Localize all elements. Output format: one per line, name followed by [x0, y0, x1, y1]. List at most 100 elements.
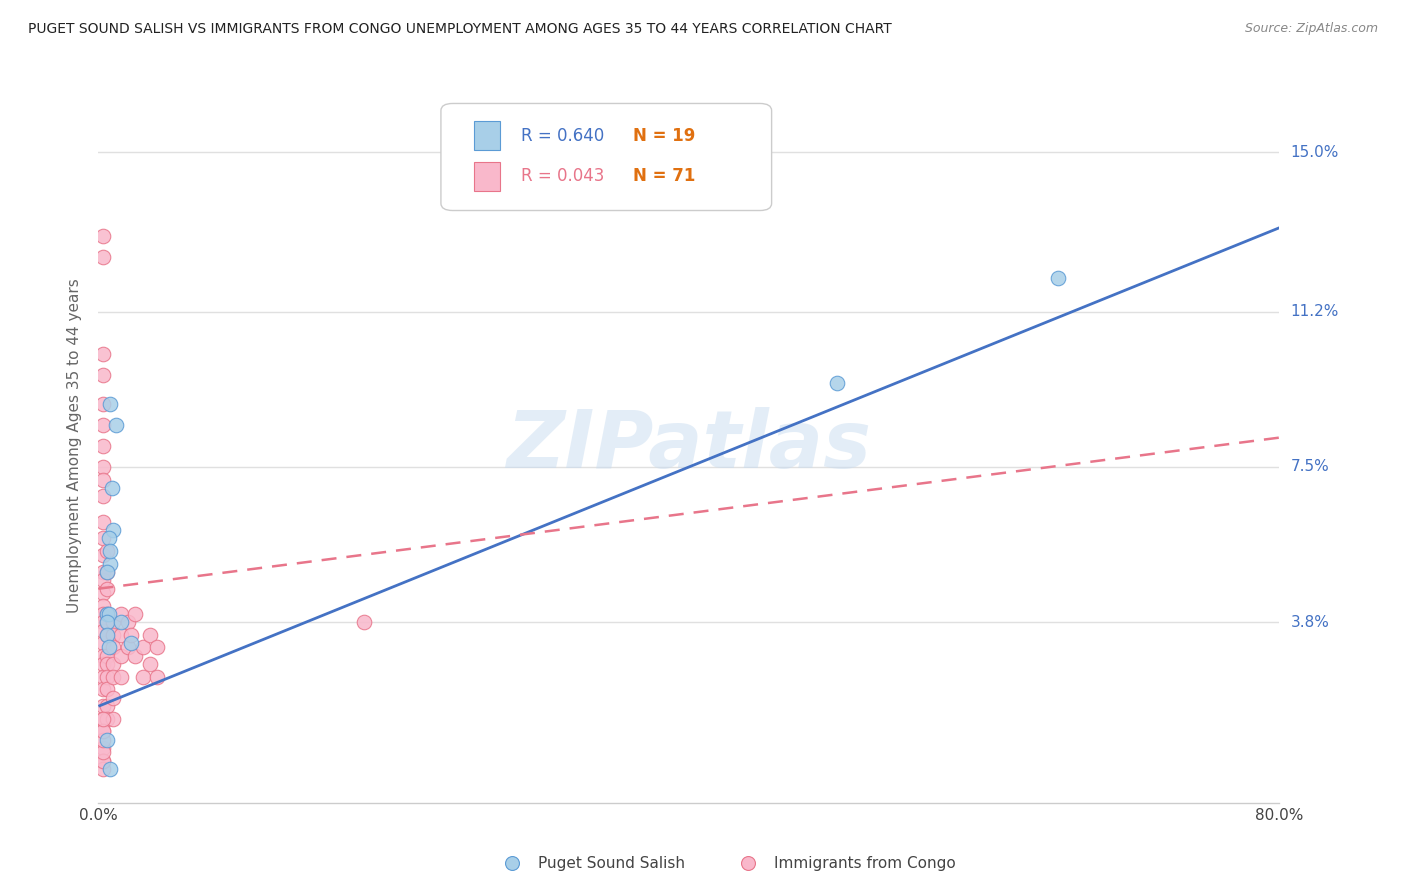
Point	[110, 607, 132, 621]
Point	[91, 712, 114, 726]
Point	[91, 250, 114, 264]
Point	[96, 615, 118, 630]
Point	[100, 481, 122, 495]
Text: R = 0.640: R = 0.640	[522, 127, 605, 145]
Point	[91, 346, 114, 360]
Text: Source: ZipAtlas.com: Source: ZipAtlas.com	[1244, 22, 1378, 36]
Point	[91, 746, 114, 760]
Point	[91, 397, 114, 411]
Point	[146, 640, 169, 655]
Point	[91, 732, 114, 747]
Point	[91, 439, 114, 453]
FancyBboxPatch shape	[474, 162, 501, 191]
Point	[96, 607, 118, 621]
Point	[91, 515, 114, 529]
Point	[103, 628, 125, 642]
Point	[91, 460, 114, 475]
Point	[96, 565, 118, 579]
Text: 7.5%: 7.5%	[1291, 459, 1329, 475]
Point	[91, 565, 114, 579]
Point	[96, 565, 118, 579]
Point	[110, 648, 132, 663]
Point	[110, 628, 132, 642]
Point	[146, 670, 169, 684]
Text: ZIPatlas: ZIPatlas	[506, 407, 872, 485]
Point	[91, 754, 114, 768]
Point	[91, 489, 114, 503]
Point	[91, 712, 114, 726]
Y-axis label: Unemployment Among Ages 35 to 44 years: Unemployment Among Ages 35 to 44 years	[67, 278, 83, 614]
Point	[91, 724, 114, 739]
Point	[124, 648, 146, 663]
Point	[97, 607, 120, 621]
Point	[96, 648, 118, 663]
Point	[91, 599, 114, 613]
Text: N = 19: N = 19	[634, 127, 696, 145]
Point	[110, 615, 132, 630]
Point	[91, 670, 114, 684]
Point	[105, 417, 128, 432]
Point	[96, 732, 118, 747]
Point	[96, 670, 118, 684]
Point	[132, 640, 155, 655]
Point	[91, 586, 114, 600]
Point	[98, 544, 121, 558]
Point	[98, 762, 121, 776]
Text: Immigrants from Congo: Immigrants from Congo	[773, 856, 956, 871]
Point	[117, 640, 139, 655]
Point	[353, 615, 375, 630]
Text: PUGET SOUND SALISH VS IMMIGRANTS FROM CONGO UNEMPLOYMENT AMONG AGES 35 TO 44 YEA: PUGET SOUND SALISH VS IMMIGRANTS FROM CO…	[28, 22, 891, 37]
Text: 11.2%: 11.2%	[1291, 304, 1339, 319]
FancyBboxPatch shape	[441, 103, 772, 211]
Point	[1046, 271, 1069, 285]
Text: R = 0.043: R = 0.043	[522, 168, 605, 186]
Point	[124, 607, 146, 621]
Point	[139, 628, 162, 642]
Point	[91, 648, 114, 663]
Text: 3.8%: 3.8%	[1291, 615, 1330, 630]
Point	[103, 670, 125, 684]
Point	[91, 417, 114, 432]
Point	[91, 548, 114, 562]
Point	[91, 473, 114, 487]
Point	[96, 582, 118, 596]
Point	[91, 607, 114, 621]
Point	[91, 615, 114, 630]
Point	[91, 574, 114, 588]
Point	[120, 636, 142, 650]
Point	[91, 624, 114, 638]
Point	[91, 754, 114, 768]
Point	[98, 557, 121, 571]
Point	[96, 544, 118, 558]
Point	[103, 640, 125, 655]
Point	[96, 607, 118, 621]
Point	[97, 640, 120, 655]
Point	[825, 376, 848, 390]
Text: N = 71: N = 71	[634, 168, 696, 186]
Point	[98, 397, 121, 411]
Point	[97, 532, 120, 546]
Point	[103, 690, 125, 705]
Point	[103, 615, 125, 630]
Point	[103, 657, 125, 672]
Point	[96, 615, 118, 630]
Text: 15.0%: 15.0%	[1291, 145, 1339, 160]
Point	[91, 741, 114, 756]
Point	[91, 532, 114, 546]
Point	[96, 628, 118, 642]
Text: Puget Sound Salish: Puget Sound Salish	[537, 856, 685, 871]
Point	[91, 699, 114, 714]
Point	[120, 628, 142, 642]
Point	[96, 657, 118, 672]
Point	[91, 229, 114, 244]
Point	[91, 682, 114, 697]
Point	[110, 670, 132, 684]
Point	[91, 368, 114, 382]
FancyBboxPatch shape	[474, 121, 501, 150]
Point	[91, 724, 114, 739]
Point	[91, 762, 114, 776]
Point	[96, 712, 118, 726]
Point	[132, 670, 155, 684]
Point	[96, 682, 118, 697]
Point	[96, 699, 118, 714]
